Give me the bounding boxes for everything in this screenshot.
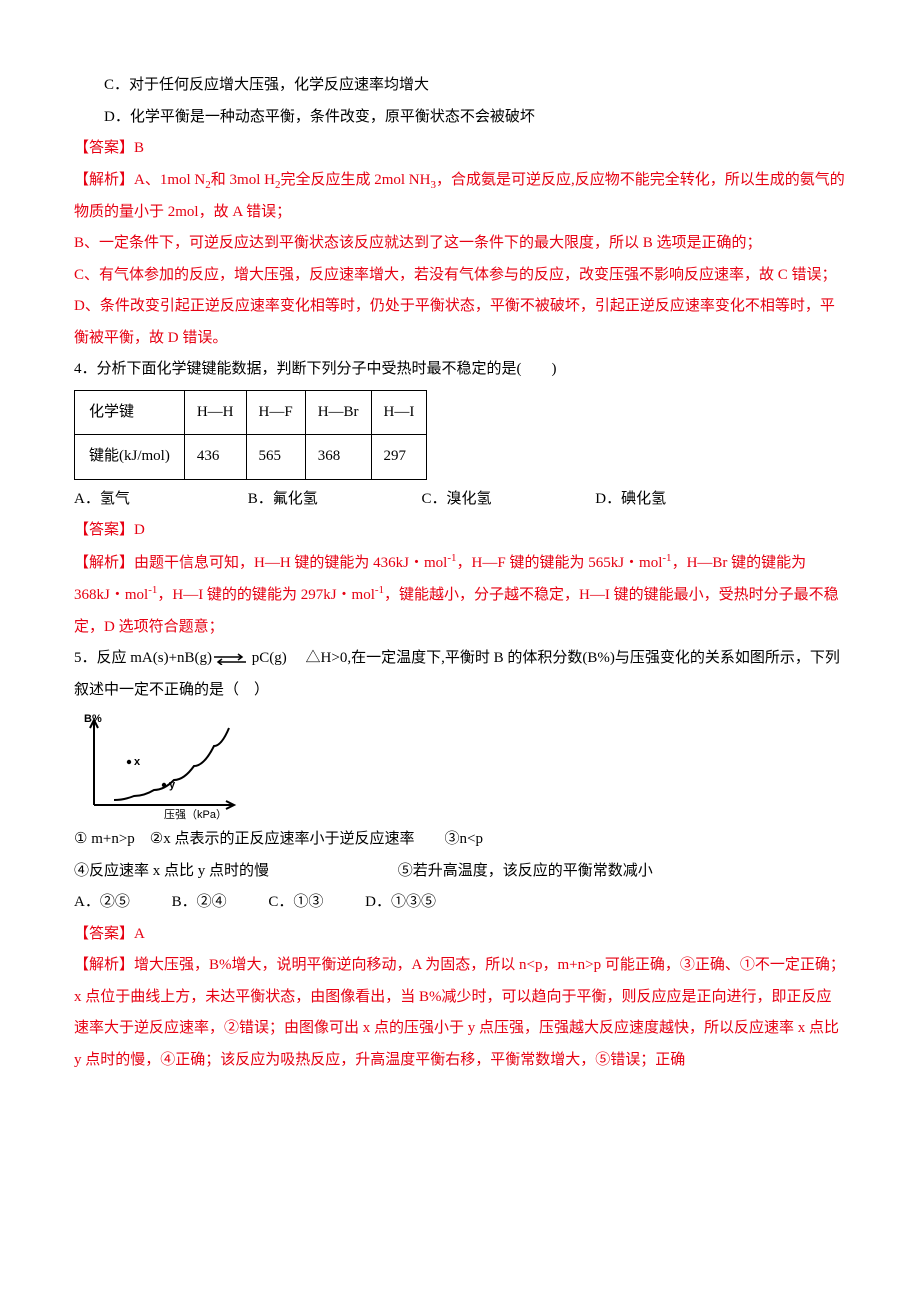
table-cell: H—H bbox=[184, 390, 246, 435]
q4-options: A．氢气 B．氟化氢 C．溴化氢 D．碘化氢 bbox=[74, 484, 846, 516]
table-row: 键能(kJ/mol) 436 565 368 297 bbox=[75, 435, 427, 480]
q5-answer: 【答案】A bbox=[74, 919, 846, 951]
q5-option-a: A．②⑤ bbox=[74, 894, 130, 910]
text: ，H—F 键的键能为 565kJ・mol bbox=[457, 555, 663, 571]
q4-option-a: A．氢气 bbox=[74, 484, 244, 516]
q5-stem: 5．反应 mA(s)+nB(g) pC(g) △H>0,在一定温度下,平衡时 B… bbox=[74, 643, 846, 706]
superscript: -1 bbox=[375, 584, 384, 596]
table-cell: H—Br bbox=[305, 390, 371, 435]
q5-statements-1: ① m+n>p ②x 点表示的正反应速率小于逆反应速率 ③n<p bbox=[74, 824, 846, 856]
text: ④反应速率 x 点比 y 点时的慢 bbox=[74, 856, 394, 888]
q5-statements-2: ④反应速率 x 点比 y 点时的慢 ⑤若升高温度，该反应的平衡常数减小 bbox=[74, 856, 846, 888]
equilibrium-arrow-icon bbox=[212, 653, 248, 665]
table-cell: 368 bbox=[305, 435, 371, 480]
explain-prefix: 【解析】 bbox=[74, 555, 134, 571]
table-cell: H—I bbox=[371, 390, 427, 435]
q4-option-b: B．氟化氢 bbox=[248, 484, 418, 516]
q4-option-d: D．碘化氢 bbox=[595, 484, 666, 516]
q4-answer: 【答案】D bbox=[74, 515, 846, 547]
table-cell: 297 bbox=[371, 435, 427, 480]
q4-explain: 【解析】由题干信息可知，H—H 键的键能为 436kJ・mol-1，H—F 键的… bbox=[74, 547, 846, 644]
q4-option-c: C．溴化氢 bbox=[422, 484, 592, 516]
q5-option-d: D．①③⑤ bbox=[365, 894, 436, 910]
q5-explain: 【解析】增大压强，B%增大，说明平衡逆向移动，A 为固态，所以 n<p，m+n>… bbox=[74, 950, 846, 1076]
q3-option-c: C．对于任何反应增大压强，化学反应速率均增大 bbox=[74, 70, 846, 102]
q3-answer: 【答案】B bbox=[74, 133, 846, 165]
q3-explain-c: C、有气体参加的反应，增大压强，反应速率增大，若没有气体参与的反应，改变压强不影… bbox=[74, 260, 846, 292]
explain-prefix: 【解析】 bbox=[74, 957, 134, 973]
q4-stem: 4．分析下面化学键键能数据，判断下列分子中受热时最不稳定的是( ) bbox=[74, 354, 846, 386]
table-cell: 化学键 bbox=[75, 390, 185, 435]
svg-text:B%: B% bbox=[84, 713, 102, 725]
q5-option-b: B．②④ bbox=[172, 894, 227, 910]
q3-option-d: D．化学平衡是一种动态平衡，条件改变，原平衡状态不会被破坏 bbox=[74, 102, 846, 134]
q5-chart: B% 压强（kPa） x y bbox=[74, 710, 244, 820]
bond-energy-table: 化学键 H—H H—F H—Br H—I 键能(kJ/mol) 436 565 … bbox=[74, 390, 427, 480]
q3-explain-d: D、条件改变引起正逆反应速率变化相等时，仍处于平衡状态，平衡不被破坏，引起正逆反… bbox=[74, 291, 846, 354]
text: A、1mol N bbox=[134, 172, 205, 188]
text: 增大压强，B%增大，说明平衡逆向移动，A 为固态，所以 n<p，m+n>p 可能… bbox=[74, 957, 845, 1068]
text: 和 3mol H bbox=[211, 172, 275, 188]
table-cell: 565 bbox=[246, 435, 305, 480]
table-row: 化学键 H—H H—F H—Br H—I bbox=[75, 390, 427, 435]
table-cell: 436 bbox=[184, 435, 246, 480]
table-cell: 键能(kJ/mol) bbox=[75, 435, 185, 480]
q5-option-c: C．①③ bbox=[268, 894, 323, 910]
text: 完全反应生成 2mol NH bbox=[280, 172, 430, 188]
text: 由题干信息可知，H—H 键的键能为 436kJ・mol bbox=[134, 555, 447, 571]
superscript: -1 bbox=[662, 552, 671, 564]
superscript: -1 bbox=[447, 552, 456, 564]
q3-explain-b: B、一定条件下，可逆反应达到平衡状态该反应就达到了这一条件下的最大限度，所以 B… bbox=[74, 228, 846, 260]
text: 5．反应 mA(s)+nB(g) bbox=[74, 650, 212, 666]
svg-text:压强（kPa）: 压强（kPa） bbox=[164, 808, 227, 820]
q3-explain-a: 【解析】A、1mol N2和 3mol H2完全反应生成 2mol NH3，合成… bbox=[74, 165, 846, 229]
q5-options: A．②⑤ B．②④ C．①③ D．①③⑤ bbox=[74, 887, 846, 919]
superscript: -1 bbox=[148, 584, 157, 596]
explain-prefix: 【解析】 bbox=[74, 172, 134, 188]
text: ，H—I 键的的键能为 297kJ・mol bbox=[157, 587, 375, 603]
text: ⑤若升高温度，该反应的平衡常数减小 bbox=[398, 863, 653, 879]
svg-text:x: x bbox=[134, 756, 141, 768]
table-cell: H—F bbox=[246, 390, 305, 435]
svg-text:y: y bbox=[169, 779, 176, 791]
